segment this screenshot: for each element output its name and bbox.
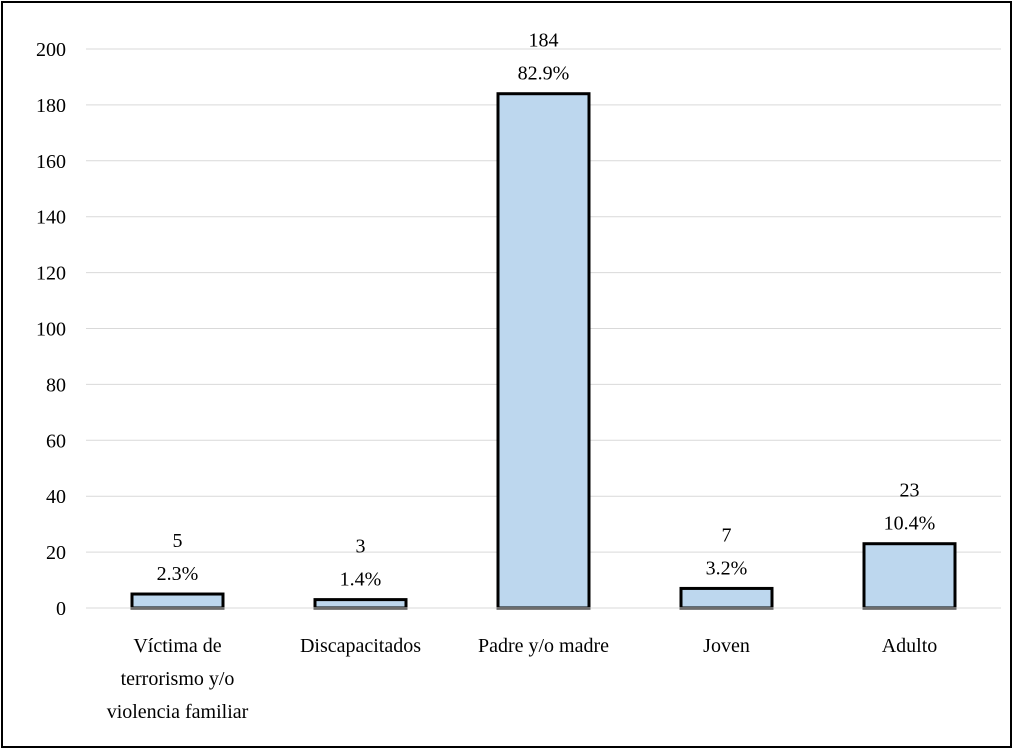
data-labels: 5 2.3% 3 1.4% 184 82.9% 7 3.2% 23 10.4%	[157, 30, 936, 591]
y-tick-label: 120	[36, 263, 66, 285]
bar	[496, 92, 591, 610]
bar	[862, 542, 957, 610]
y-tick-label: 40	[46, 486, 66, 508]
y-tick-label: 200	[36, 39, 66, 61]
category-label: Víctima de	[133, 635, 221, 657]
data-label-value: 3	[356, 536, 366, 558]
category-label: violencia familiar	[107, 701, 249, 723]
category-labels: Víctima de terrorismo y/o violencia famili…	[107, 635, 938, 723]
data-label-percent: 2.3%	[157, 563, 199, 585]
bar	[313, 598, 408, 610]
data-label-percent: 1.4%	[340, 569, 382, 591]
bars	[130, 92, 957, 610]
y-tick-label: 0	[56, 598, 66, 620]
y-axis-ticks: 0 20 40 60 80 100 120 140 160 180 200	[36, 39, 66, 620]
category-label: terrorismo y/o	[121, 668, 235, 690]
data-label-percent: 10.4%	[884, 513, 936, 535]
y-tick-label: 160	[36, 151, 66, 173]
y-tick-label: 180	[36, 95, 66, 117]
category-label: Padre y/o madre	[478, 635, 609, 657]
bar	[130, 592, 225, 610]
y-tick-label: 60	[46, 430, 66, 452]
data-label-percent: 82.9%	[518, 63, 570, 85]
category-label: Discapacitados	[300, 635, 421, 657]
category-label: Joven	[703, 635, 750, 657]
data-label-value: 5	[173, 530, 183, 552]
data-label-value: 7	[722, 524, 732, 546]
y-tick-label: 20	[46, 542, 66, 564]
data-label-value: 184	[529, 30, 559, 52]
y-tick-label: 140	[36, 207, 66, 229]
data-label-percent: 3.2%	[706, 557, 748, 579]
y-tick-label: 80	[46, 374, 66, 396]
category-label: Adulto	[882, 635, 938, 657]
bar	[679, 586, 774, 610]
data-label-value: 23	[900, 480, 920, 502]
y-tick-label: 100	[36, 319, 66, 341]
